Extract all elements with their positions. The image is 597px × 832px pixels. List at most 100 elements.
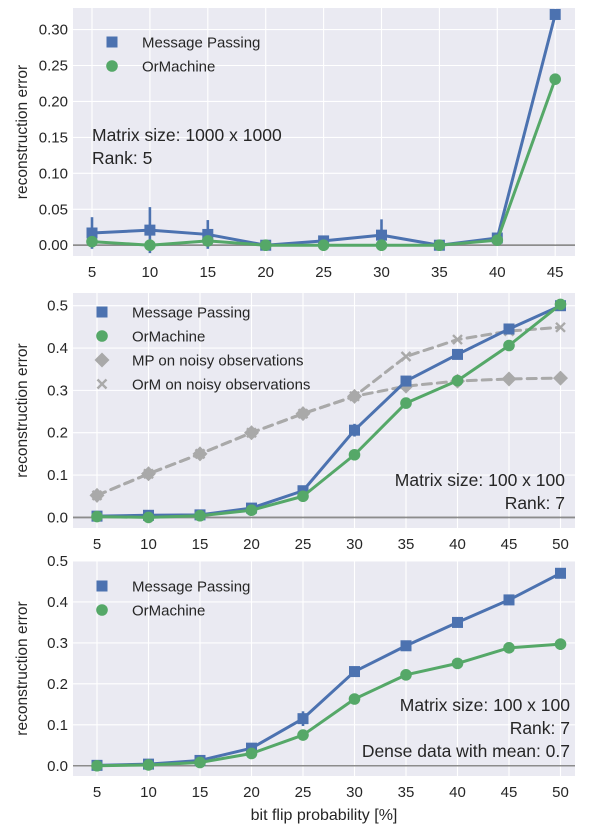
annotation-line: Matrix size: 1000 x 1000	[92, 125, 282, 145]
x-tick-label: 40	[449, 536, 466, 553]
x-tick-label: 35	[398, 536, 415, 553]
data-point	[86, 227, 98, 239]
annotation-line: Matrix size: 100 x 100	[395, 470, 565, 490]
annotation: Matrix size: 1000 x 1000 Rank: 5	[92, 125, 282, 168]
y-tick-label: 0.3	[47, 382, 68, 399]
data-point	[349, 424, 360, 436]
x-tick-label: 20	[243, 784, 260, 801]
data-point	[349, 390, 360, 402]
annotation-line: Dense data with mean: 0.7	[362, 741, 570, 761]
data-point	[348, 693, 361, 705]
data-point	[349, 666, 360, 678]
annotation: Matrix size: 100 x 100 Rank: 7 Dense data …	[362, 695, 570, 761]
y-tick-label: 0.5	[47, 553, 68, 570]
y-tick-label: 0.2	[47, 676, 68, 693]
data-point	[143, 468, 154, 480]
y-axis-label: reconstruction error	[14, 601, 31, 735]
y-tick-label: 0.15	[39, 129, 68, 146]
x-tick-label: 40	[489, 264, 506, 281]
x-tick-label: 45	[547, 264, 564, 281]
data-point	[554, 638, 567, 650]
data-point	[553, 370, 568, 386]
data-point	[91, 759, 103, 772]
legend-marker	[94, 352, 110, 368]
data-point	[194, 448, 206, 460]
data-point	[194, 756, 206, 769]
chart-panel-3: 0.0 0.1 0.2 0.3 0.4 0.5 5 10 15 20 25 30 35 40 45 50 rec…	[14, 553, 575, 824]
x-tick-label: 5	[88, 264, 96, 281]
data-point	[246, 427, 257, 439]
legend-label: OrMachine	[132, 603, 205, 620]
data-point	[144, 224, 156, 236]
data-point	[503, 642, 515, 654]
y-tick-label: 0.5	[47, 298, 68, 315]
legend-label: Message Passing	[142, 35, 260, 52]
data-point	[245, 747, 258, 760]
data-point	[400, 669, 412, 681]
data-point	[503, 339, 515, 352]
data-point	[144, 239, 156, 252]
x-tick-label: 10	[140, 536, 157, 553]
data-point	[142, 759, 155, 771]
data-point	[452, 616, 463, 628]
series-ormachine	[86, 73, 561, 252]
legend-label: OrMachine	[132, 329, 205, 346]
y-tick-label: 0.20	[39, 93, 68, 110]
x-tick-label: 15	[192, 784, 209, 801]
annotation-line: Rank: 5	[92, 148, 152, 168]
data-point	[297, 729, 309, 741]
data-point	[297, 490, 309, 503]
y-tick-label: 0.00	[39, 237, 68, 254]
y-tick-label: 0.0	[47, 758, 68, 775]
data-point	[452, 334, 463, 345]
legend-label: MP on noisy observations	[132, 353, 303, 370]
data-point	[503, 594, 515, 606]
y-axis-label: reconstruction error	[14, 343, 31, 477]
data-point	[451, 657, 464, 670]
annotation-line: Rank: 7	[510, 718, 570, 738]
x-tick-label: 45	[501, 536, 518, 553]
data-point	[501, 371, 517, 387]
data-point	[245, 504, 258, 517]
y-tick-label: 0.1	[47, 467, 68, 484]
x-tick-label: 15	[199, 264, 216, 281]
series-line	[95, 642, 562, 768]
data-point	[348, 448, 361, 461]
x-tick-label: 20	[257, 264, 274, 281]
x-tick-label: 35	[398, 784, 415, 801]
legend-label: OrM on noisy observations	[132, 377, 310, 394]
legend-marker	[96, 378, 108, 390]
y-tick-label: 0.4	[47, 340, 68, 357]
data-point	[549, 8, 561, 20]
legend-label: Message Passing	[132, 305, 250, 322]
x-tick-label: 45	[501, 784, 518, 801]
data-point	[317, 239, 330, 252]
data-point	[400, 351, 412, 362]
legend: Message Passing OrMachine	[106, 35, 260, 76]
x-tick-label: 5	[93, 536, 101, 553]
x-tick-label: 40	[449, 784, 466, 801]
y-tick-label: 0.10	[39, 165, 68, 182]
data-point	[554, 298, 567, 311]
data-point	[549, 73, 561, 85]
y-tick-label: 0.1	[47, 717, 68, 734]
data-point	[194, 509, 206, 522]
data-point	[400, 397, 412, 409]
data-point	[555, 567, 566, 579]
legend-marker	[96, 604, 108, 616]
y-tick-label: 0.05	[39, 201, 68, 218]
annotation: Matrix size: 100 x 100 Rank: 7	[395, 470, 565, 513]
plot-area	[73, 561, 575, 776]
x-tick-label: 25	[315, 264, 332, 281]
legend-marker	[96, 330, 108, 342]
x-axis-label: bit flip probability [%]	[251, 807, 398, 824]
series-ormachine	[91, 638, 567, 772]
data-point	[91, 510, 103, 523]
chart-panel-1: 0.00 0.05 0.10 0.15 0.20 0.25 0.30 5 10 15 20 25 30 3…	[14, 8, 575, 281]
data-point	[202, 235, 214, 247]
data-point	[400, 375, 412, 387]
legend-label: Message Passing	[132, 579, 250, 596]
y-tick-label: 0.0	[47, 509, 68, 526]
x-tick-label: 15	[192, 536, 209, 553]
series-ormachine	[91, 298, 567, 524]
